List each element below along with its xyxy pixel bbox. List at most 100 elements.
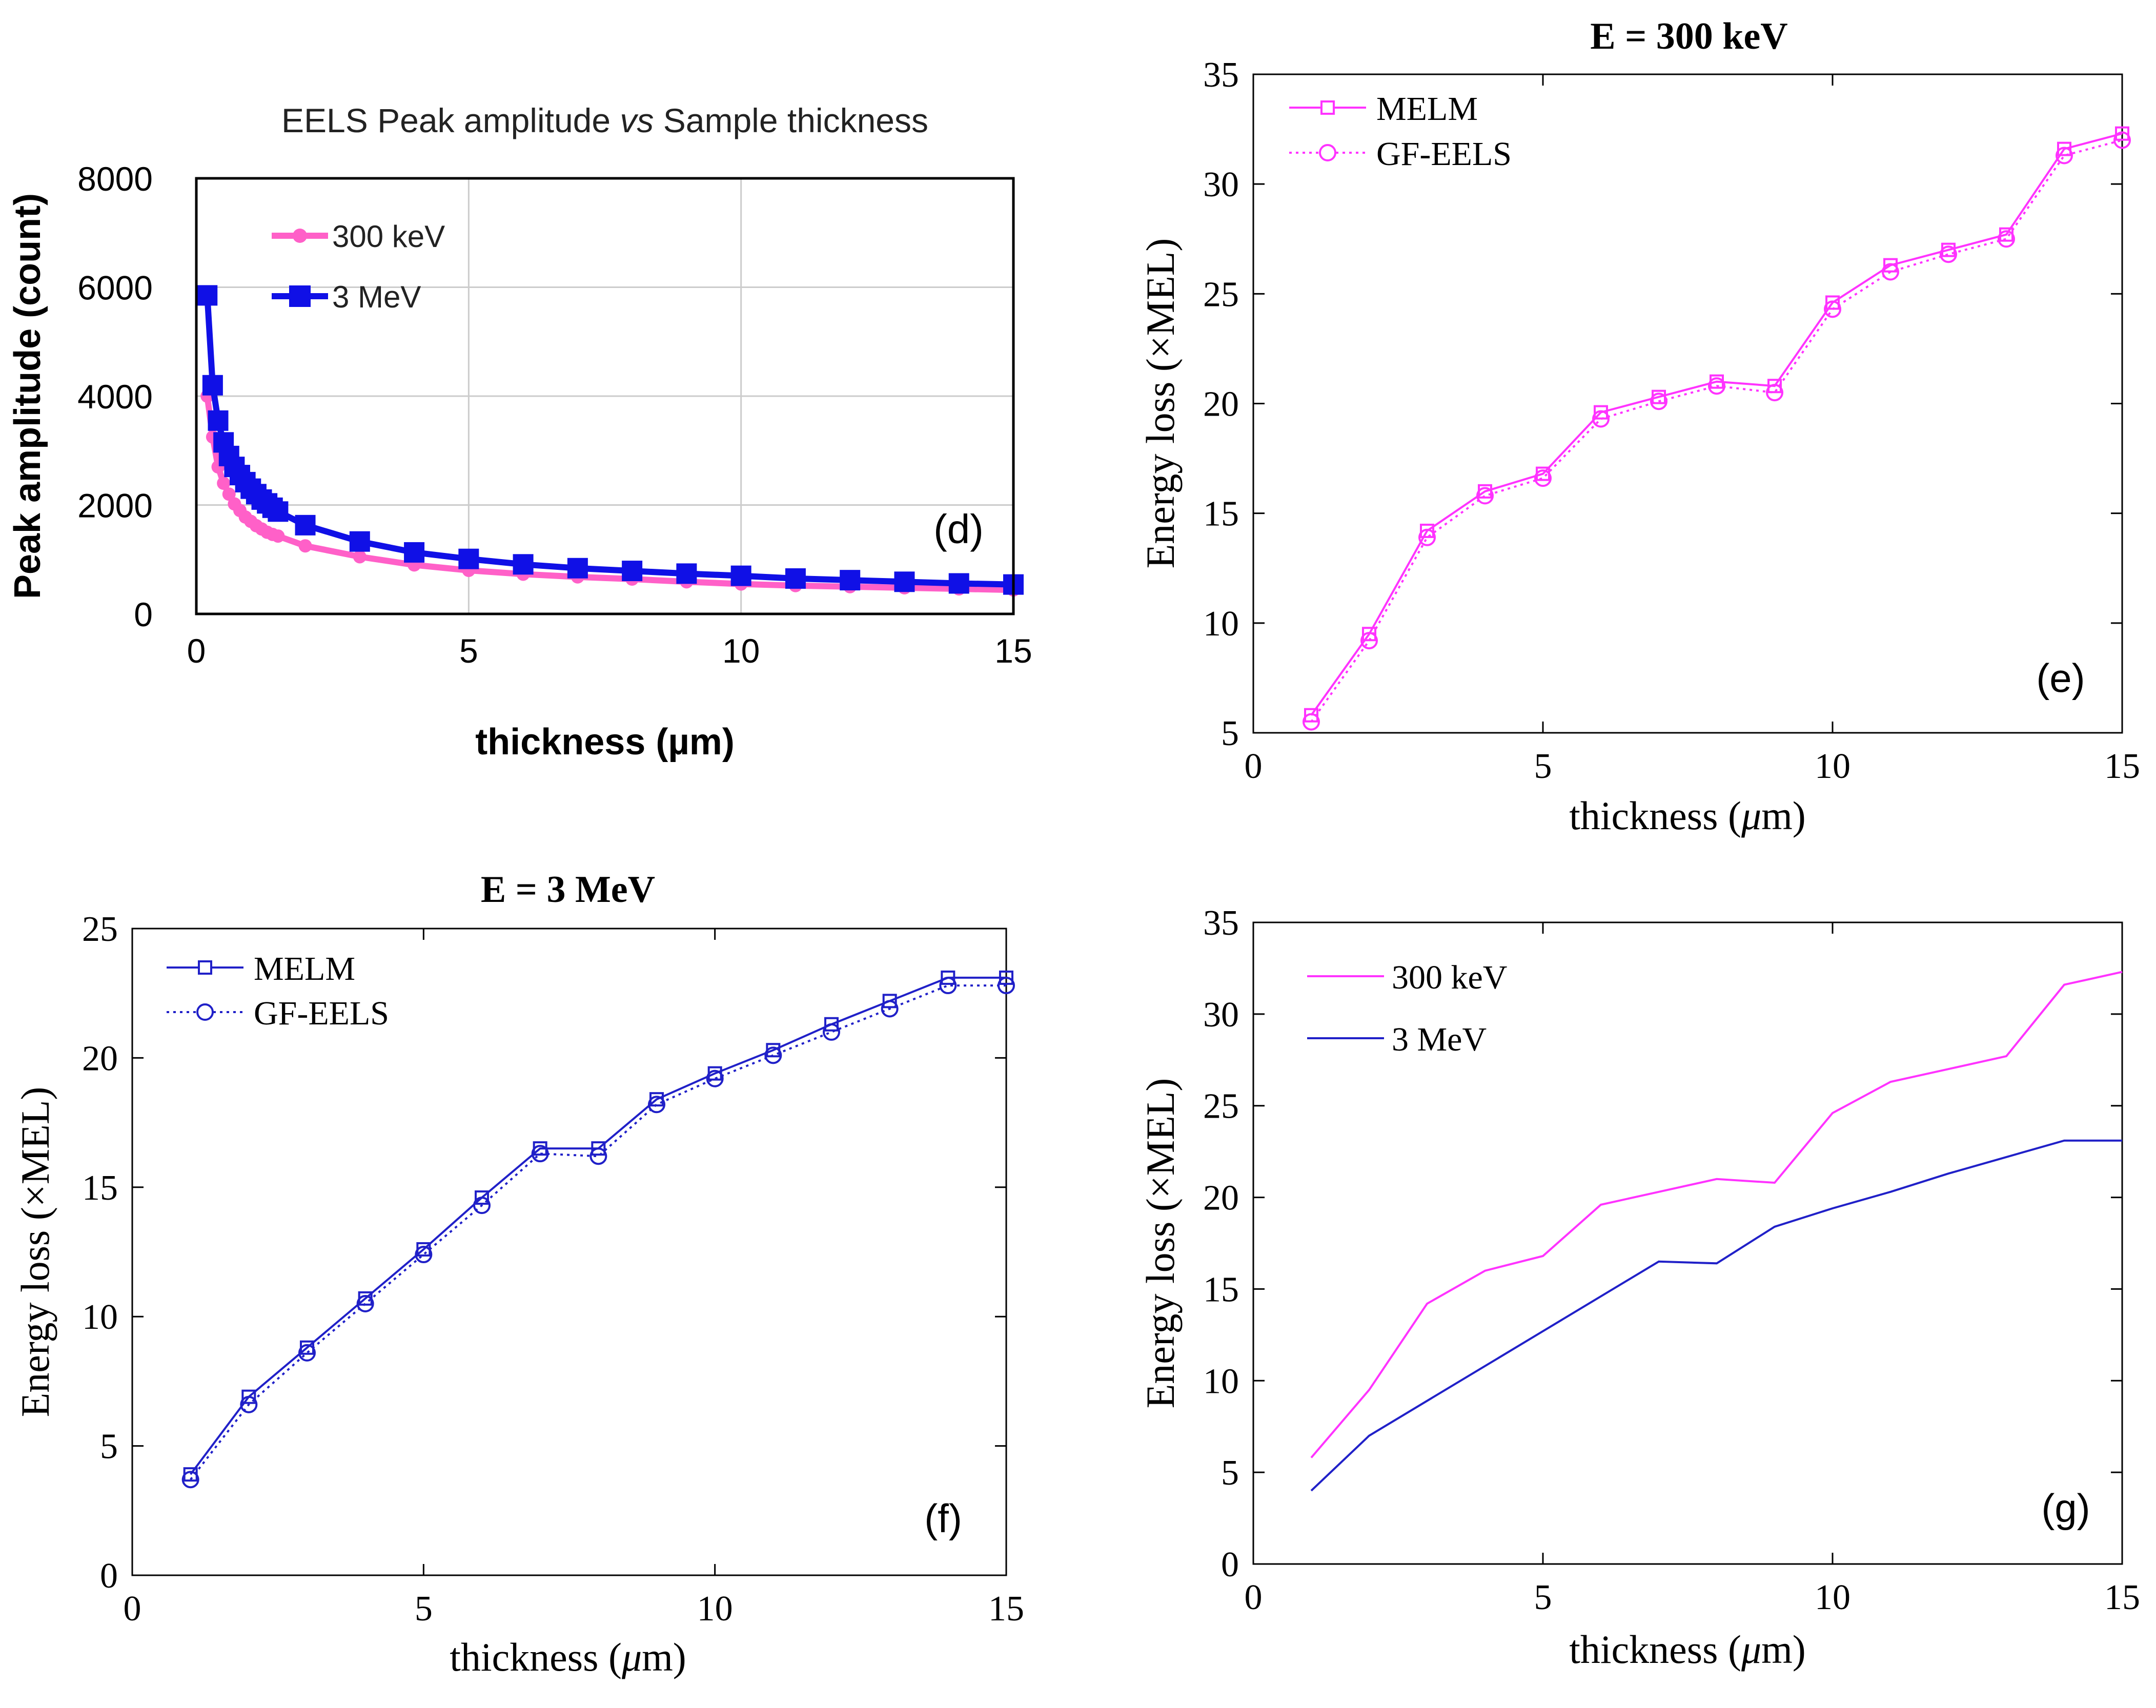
- data-point-3mev: [785, 568, 806, 589]
- data-point-gf-eels: [240, 1395, 258, 1413]
- x-tick-label: 5: [1534, 1578, 1552, 1617]
- data-point-300kev: [298, 539, 312, 553]
- x-tick-label: 5: [459, 632, 478, 670]
- data-point-gf-eels: [1360, 632, 1378, 650]
- series-line-300kev: [204, 396, 1014, 593]
- x-tick-label: 15: [2104, 747, 2140, 786]
- series-line-melm: [1310, 132, 2123, 716]
- data-point-melm: [2115, 126, 2129, 141]
- data-point-melm: [882, 994, 897, 1009]
- y-tick-label: 25: [1203, 275, 1239, 314]
- data-point-3mev: [404, 542, 425, 563]
- x-tick-label: 10: [1815, 1578, 1850, 1617]
- panel-g-ylabel: Energy loss (×MEL): [1138, 1078, 1183, 1409]
- series-line-gf-eels: [1310, 139, 2123, 723]
- data-point-melm: [1767, 379, 1782, 394]
- data-point-gf-eels: [1766, 384, 1783, 402]
- panel-d-title: EELS Peak amplitude vs Sample thickness: [281, 101, 928, 139]
- data-point-melm: [1883, 258, 1898, 273]
- y-tick-label: 25: [82, 910, 118, 949]
- legend-marker-melm: [198, 960, 212, 975]
- legend-marker-300kev: [293, 229, 307, 243]
- panel-e-axes-frame: [1252, 73, 2123, 734]
- legend-marker-melm: [1320, 100, 1335, 115]
- data-point-gf-eels: [181, 1471, 199, 1489]
- x-tick-label: 0: [1245, 1578, 1263, 1617]
- data-point-melm: [1594, 405, 1608, 420]
- y-tick-label: 25: [1203, 1087, 1239, 1126]
- data-point-3mev: [948, 573, 969, 594]
- y-tick-label: 5: [100, 1427, 118, 1467]
- data-point-3mev: [349, 531, 370, 552]
- data-point-gf-eels: [881, 1000, 899, 1018]
- data-point-3mev: [513, 554, 534, 575]
- x-tick-label: 15: [994, 632, 1032, 670]
- data-point-gf-eels: [1418, 528, 1436, 546]
- data-point-3mev: [458, 548, 479, 569]
- data-point-gf-eels: [1650, 393, 1667, 410]
- data-point-gf-eels: [998, 977, 1015, 995]
- series-line-3mev: [1310, 1139, 2122, 1492]
- x-tick-label: 0: [124, 1589, 141, 1629]
- panel-f: E = 3 MeV 0 5 10 15 0 5 10 15 20 25 thickness (μm…: [13, 869, 1024, 1679]
- y-tick-label: 30: [1203, 165, 1239, 204]
- legend-label-melm: MELM: [1376, 90, 1478, 128]
- panel-e-xlabel: thickness (μm): [1569, 793, 1806, 838]
- panel-e-series: [1303, 126, 2131, 731]
- panel-e-title: E = 300 keV: [1590, 15, 1787, 57]
- data-point-gf-eels: [356, 1294, 374, 1312]
- data-point-gf-eels: [2113, 131, 2131, 149]
- panel-f-panel-label: (f): [924, 1496, 962, 1541]
- panel-g-ticks: 0 5 10 15 0 5 10 15 20 25 30 35: [1203, 903, 2140, 1617]
- data-point-3mev: [894, 571, 915, 592]
- panel-g-series: [1310, 971, 2123, 1492]
- panel-g-panel-label: (g): [2041, 1486, 2090, 1531]
- legend-marker-gfeels: [1319, 144, 1336, 161]
- y-tick-label: 10: [1203, 604, 1239, 644]
- data-point-gf-eels: [473, 1197, 491, 1215]
- y-tick-label: 0: [100, 1556, 118, 1596]
- y-tick-label: 0: [1221, 1545, 1239, 1584]
- data-point-3mev: [676, 563, 697, 584]
- data-point-gf-eels: [764, 1046, 782, 1064]
- y-tick-label: 4000: [77, 378, 153, 416]
- data-point-gf-eels: [415, 1246, 433, 1264]
- x-tick-label: 10: [722, 632, 760, 670]
- x-tick-label: 15: [2104, 1578, 2140, 1617]
- data-point-gf-eels: [648, 1096, 665, 1114]
- data-point-gf-eels: [823, 1023, 840, 1041]
- y-tick-label: 30: [1203, 995, 1239, 1035]
- panel-f-xlabel: thickness (μm): [450, 1635, 686, 1679]
- legend-label-3mev: 3 MeV: [332, 280, 421, 314]
- panel-g: 0 5 10 15 0 5 10 15 20 25 30 35 thickness (μm) Ener…: [1138, 903, 2140, 1672]
- series-line-3mev: [204, 295, 1014, 588]
- data-point-gf-eels: [1592, 410, 1610, 428]
- data-point-melm: [475, 1190, 489, 1205]
- panel-g-axes-frame: [1252, 921, 2123, 1565]
- panel-d-legend: 300 keV 3 MeV: [272, 219, 445, 314]
- data-point-3mev: [268, 501, 289, 522]
- y-tick-label: 20: [1203, 385, 1239, 424]
- legend-label-300kev: 300 keV: [1392, 959, 1507, 996]
- legend-label-gfeels: GF-EELS: [254, 995, 389, 1032]
- y-tick-label: 15: [1203, 495, 1239, 534]
- y-tick-label: 10: [82, 1298, 118, 1337]
- data-point-gf-eels: [706, 1069, 724, 1087]
- data-point-300kev: [222, 487, 236, 501]
- panel-f-axes-frame: [131, 928, 1007, 1576]
- panel-d-axes-frame: [195, 177, 1015, 615]
- panel-d-panel-label: (d): [933, 506, 984, 552]
- panel-f-title: E = 3 MeV: [481, 869, 655, 911]
- data-point-melm: [941, 970, 955, 985]
- x-tick-label: 0: [187, 632, 206, 670]
- y-tick-label: 2000: [77, 487, 153, 525]
- data-point-3mev: [622, 561, 643, 582]
- y-tick-label: 35: [1203, 903, 1239, 943]
- legend-marker-3mev: [289, 285, 311, 307]
- data-point-3mev: [840, 570, 861, 591]
- y-tick-label: 20: [1203, 1179, 1239, 1218]
- data-point-gf-eels: [1882, 263, 1899, 281]
- y-tick-label: 0: [134, 595, 153, 633]
